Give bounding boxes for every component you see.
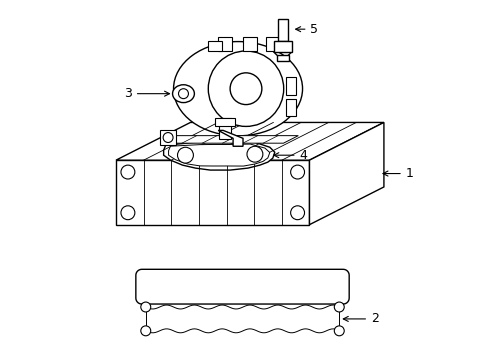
Bar: [160, 130, 176, 145]
Bar: [243, 37, 256, 51]
Bar: [265, 37, 279, 51]
Polygon shape: [161, 136, 298, 143]
Polygon shape: [116, 160, 309, 225]
Circle shape: [334, 326, 344, 336]
Circle shape: [163, 132, 173, 143]
Bar: [208, 41, 222, 51]
Circle shape: [290, 165, 304, 179]
Bar: [277, 19, 287, 41]
Polygon shape: [218, 130, 243, 146]
Circle shape: [121, 165, 135, 179]
Circle shape: [290, 206, 304, 220]
Bar: [285, 99, 295, 117]
Circle shape: [208, 51, 283, 126]
Circle shape: [230, 73, 262, 105]
Polygon shape: [116, 122, 383, 160]
Circle shape: [177, 147, 193, 163]
Circle shape: [141, 326, 150, 336]
Bar: [276, 55, 288, 61]
Polygon shape: [168, 144, 269, 166]
Bar: [219, 118, 231, 139]
Circle shape: [141, 302, 150, 312]
Bar: [273, 41, 291, 52]
Text: 1: 1: [382, 167, 413, 180]
Circle shape: [178, 89, 188, 99]
Text: 2: 2: [343, 312, 378, 325]
Circle shape: [121, 206, 135, 220]
Text: 4: 4: [273, 149, 307, 162]
Ellipse shape: [173, 41, 302, 136]
Polygon shape: [309, 122, 383, 225]
Circle shape: [334, 302, 344, 312]
Bar: [215, 118, 235, 126]
Bar: [218, 37, 232, 51]
Ellipse shape: [172, 85, 194, 103]
Circle shape: [246, 146, 263, 162]
Polygon shape: [163, 140, 274, 170]
Text: 5: 5: [295, 23, 318, 36]
Bar: [285, 77, 295, 95]
Polygon shape: [136, 269, 348, 304]
Text: 3: 3: [124, 87, 169, 100]
